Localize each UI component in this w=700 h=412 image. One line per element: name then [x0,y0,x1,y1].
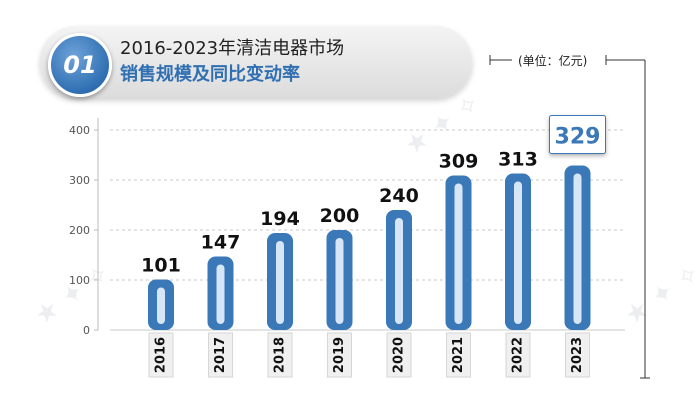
bar-highlight [276,241,284,324]
y-tick-label: 200 [69,224,90,237]
data-label: 194 [260,208,300,230]
data-label: 147 [201,232,241,254]
bar-highlight [395,218,403,324]
category-label-box [446,332,471,378]
title-banner [40,26,472,98]
category-label-box [386,332,412,378]
data-label: 240 [379,185,419,207]
chart-subtitle: 销售规模及同比变动率 [120,64,300,85]
category-label: 2020 [392,337,407,373]
data-label: 200 [320,205,360,227]
category-label: 2023 [570,337,585,373]
section-number-badge: 01 [48,33,112,97]
category-label: 2018 [273,337,288,373]
category-label-box [505,332,531,378]
category-label-box [565,332,590,378]
data-label: 329 [555,125,601,150]
category-label: 2021 [451,337,466,373]
unit-label: (单位：亿元) [518,54,588,68]
category-label-box [267,332,293,378]
bar-highlight [454,183,463,324]
y-tick-label: 100 [69,274,90,287]
category-label: 2022 [511,337,526,373]
category-label-box [208,332,233,378]
bar-highlight [216,264,225,324]
data-label: 309 [439,151,479,173]
data-label: 101 [141,255,181,277]
category-label-box [327,332,352,378]
y-tick-label: 300 [69,174,90,187]
y-tick-label: 0 [83,324,90,337]
category-label-box [148,332,174,378]
category-label: 2019 [332,337,347,373]
highlight-value-box [549,115,606,154]
bar-highlight [573,173,582,324]
category-label: 2016 [154,337,169,373]
bar-highlight [157,287,165,324]
chart-title: 2016-2023年清洁电器市场 [120,38,345,59]
data-label: 313 [498,149,538,171]
category-label: 2017 [213,337,228,373]
bar-highlight [335,238,344,324]
bar-highlight [514,181,522,324]
section-number: 01 [63,51,97,79]
y-tick-label: 400 [69,124,90,137]
